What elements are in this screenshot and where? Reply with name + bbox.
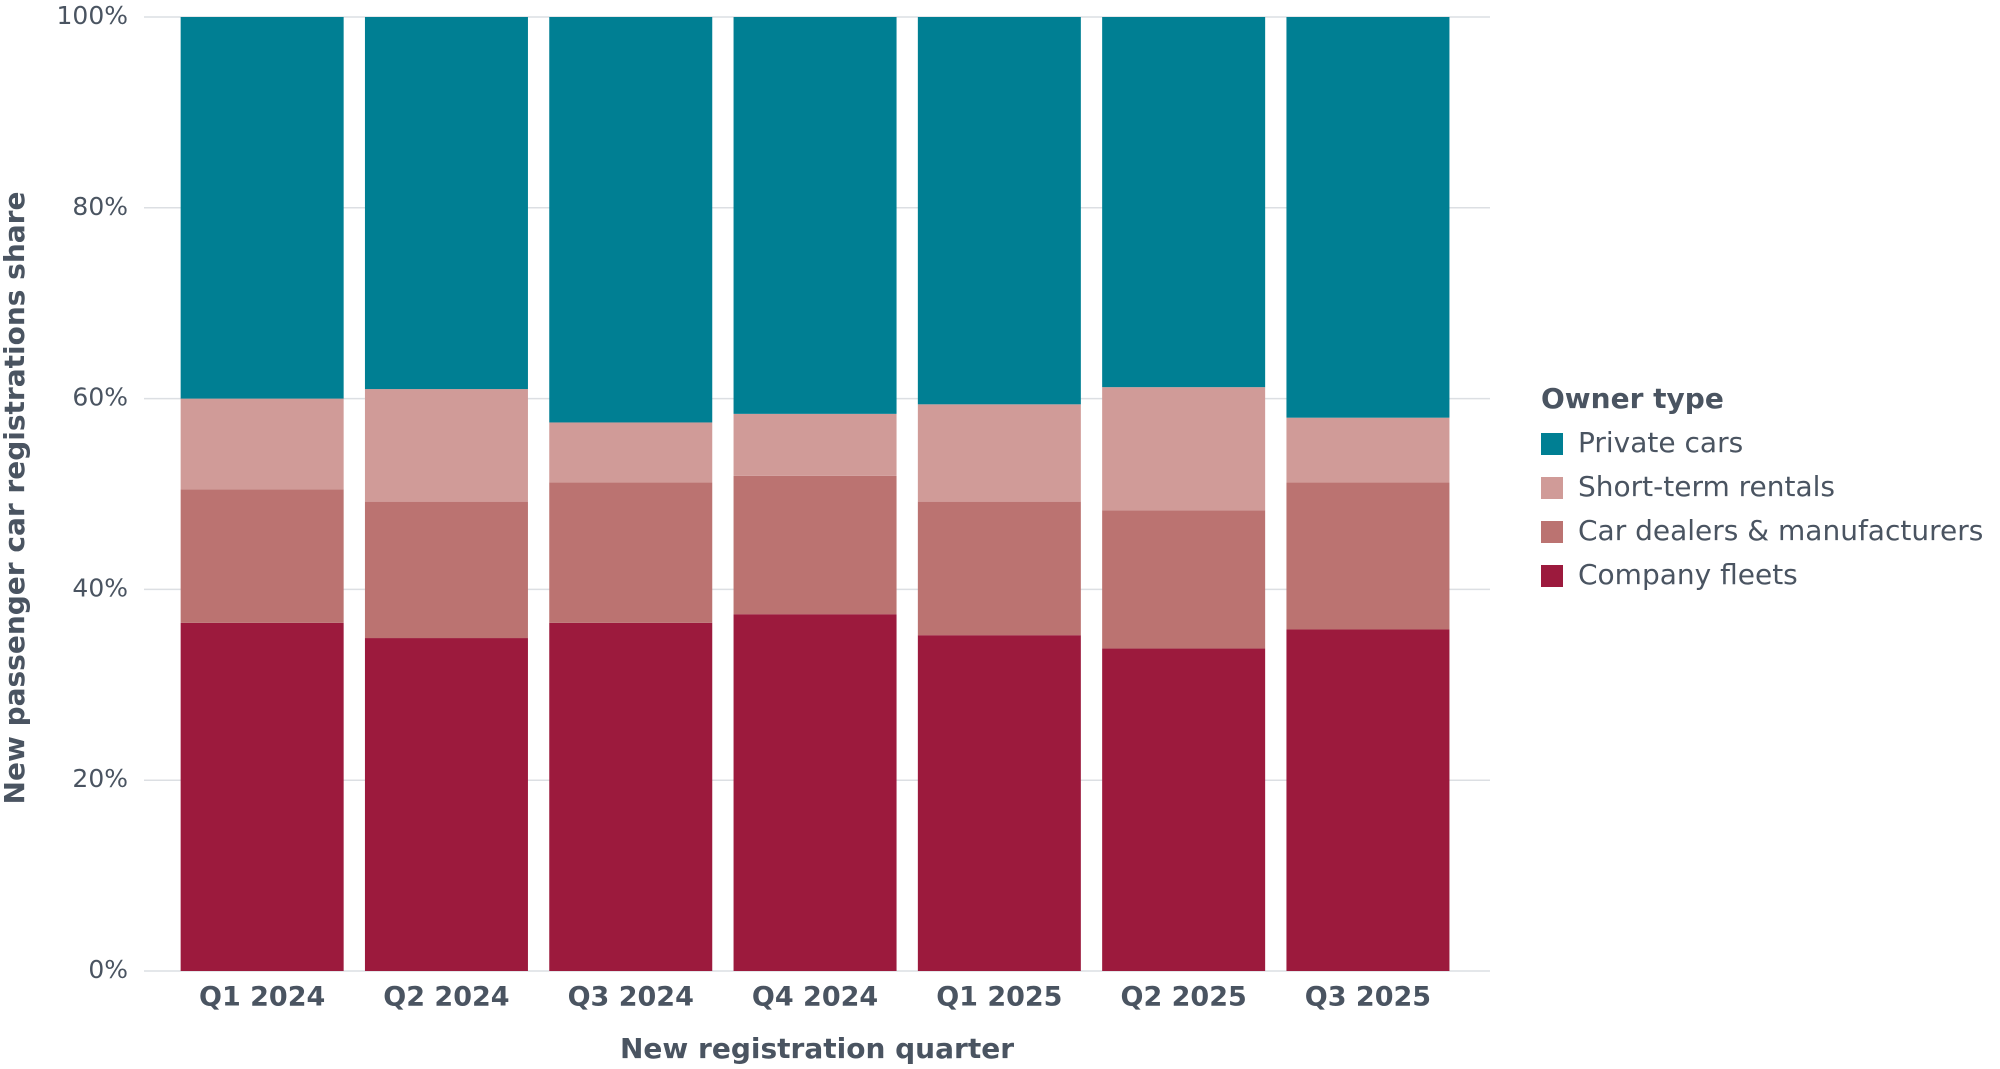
bar-segment bbox=[180, 398, 344, 490]
bar-segment bbox=[917, 404, 1081, 502]
legend-label: Car dealers & manufacturers bbox=[1578, 514, 1983, 547]
y-tick-label: 100% bbox=[57, 1, 128, 30]
bar-segment bbox=[733, 614, 897, 971]
x-tick-label: Q3 2024 bbox=[568, 982, 694, 1013]
x-tick-label: Q1 2025 bbox=[936, 982, 1062, 1013]
x-tick-label: Q1 2024 bbox=[199, 982, 325, 1013]
bar-segment bbox=[1102, 387, 1266, 511]
x-axis-title: New registration quarter bbox=[620, 1032, 1014, 1065]
legend-swatch bbox=[1541, 565, 1563, 587]
bar-segment bbox=[917, 501, 1081, 636]
legend-title: Owner type bbox=[1541, 382, 1724, 415]
bar-segment bbox=[549, 622, 713, 971]
x-tick-label: Q2 2025 bbox=[1121, 982, 1247, 1013]
x-tick-label: Q3 2025 bbox=[1305, 982, 1431, 1013]
bar-segment bbox=[364, 17, 528, 390]
bar-segment bbox=[917, 17, 1081, 405]
bar-segment bbox=[917, 635, 1081, 971]
bar-segment bbox=[1102, 510, 1266, 649]
bar-segment bbox=[1286, 629, 1450, 971]
x-tick-label: Q2 2024 bbox=[383, 982, 509, 1013]
y-tick-label: 20% bbox=[72, 764, 128, 793]
bar-segment bbox=[364, 389, 528, 502]
bar-segment bbox=[364, 501, 528, 639]
legend-swatch bbox=[1541, 477, 1563, 499]
legend-swatch bbox=[1541, 433, 1563, 455]
x-tick-label: Q4 2024 bbox=[752, 982, 878, 1013]
bar-segment bbox=[733, 475, 897, 615]
bar-segment bbox=[180, 17, 344, 399]
bar-segment bbox=[1286, 482, 1450, 630]
legend-label: Private cars bbox=[1578, 426, 1743, 459]
bar-segment bbox=[549, 422, 713, 483]
y-tick-label: 40% bbox=[72, 573, 128, 602]
bar-segment bbox=[549, 17, 713, 423]
y-tick-label: 80% bbox=[72, 192, 128, 221]
bar-segment bbox=[1102, 648, 1266, 971]
bar-segment bbox=[180, 622, 344, 971]
y-tick-label: 0% bbox=[88, 955, 128, 984]
legend-label: Company fleets bbox=[1578, 558, 1798, 591]
legend-swatch bbox=[1541, 521, 1563, 543]
bar-segment bbox=[1102, 17, 1266, 388]
bar-segment bbox=[733, 17, 897, 414]
legend-label: Short-term rentals bbox=[1578, 470, 1835, 503]
bar-segment bbox=[549, 482, 713, 623]
bar-segment bbox=[364, 638, 528, 971]
bar-segment bbox=[733, 413, 897, 476]
y-axis-title: New passenger car registrations share bbox=[0, 192, 31, 805]
bar-segment bbox=[180, 489, 344, 623]
bar-segment bbox=[1286, 417, 1450, 483]
y-tick-label: 60% bbox=[72, 383, 128, 412]
bar-segment bbox=[1286, 17, 1450, 418]
